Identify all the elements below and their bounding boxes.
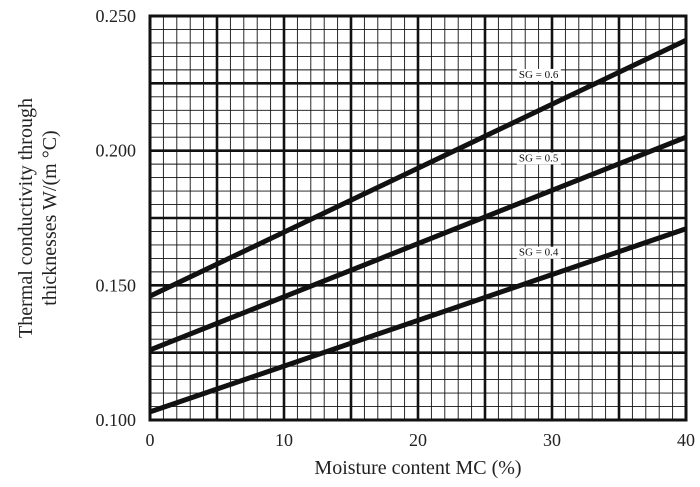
plot-frame (148, 14, 688, 422)
series-line-1 (148, 37, 688, 299)
x-tick-label: 0 (146, 430, 155, 450)
y-tick-label: 0.200 (96, 141, 137, 161)
y-tick-label: 0.100 (96, 410, 137, 430)
series-label-background (516, 246, 561, 259)
x-tick-label: 30 (543, 430, 561, 450)
y-axis-label: Thermal conductivity through thicknesses… (15, 98, 61, 338)
y-axis-label-line-1: Thermal conductivity through (15, 98, 37, 338)
x-axis-label: Moisture content MC (%) (314, 457, 521, 479)
y-axis-label-line-2: thicknesses W/(m °C) (39, 130, 61, 305)
x-tick-label: 10 (275, 430, 293, 450)
series-label-background (516, 152, 561, 165)
series-label-2: SG = 0.5 (519, 152, 559, 164)
x-tick-label: 40 (677, 430, 695, 450)
chart-series (148, 37, 688, 415)
x-axis-ticks: 0 10 20 30 40 (146, 430, 696, 450)
series-label-3: SG = 0.4 (519, 247, 559, 259)
x-tick-label: 20 (409, 430, 427, 450)
y-tick-label: 0.250 (96, 6, 137, 26)
series-label-background (516, 68, 561, 81)
chart-series-labels: SG = 0.6 SG = 0.5 SG = 0.4 (516, 68, 561, 259)
series-line-3 (149, 226, 687, 415)
series-label-1: SG = 0.6 (519, 69, 559, 81)
series-line-2 (149, 134, 687, 353)
y-tick-label: 0.150 (96, 275, 137, 295)
y-axis-ticks: 0.100 0.150 0.200 0.250 (96, 6, 137, 430)
